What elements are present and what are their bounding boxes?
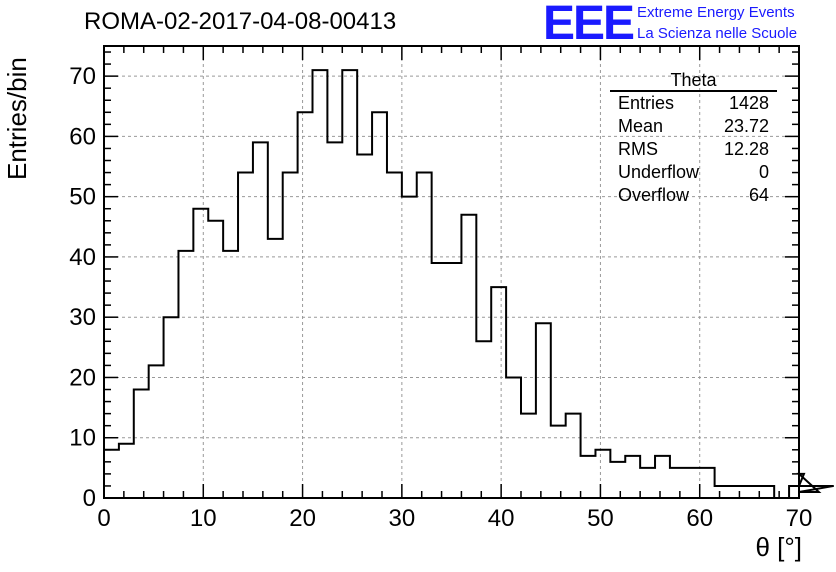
histogram-bin <box>581 456 596 498</box>
eee-logo: EEE <box>543 0 635 50</box>
x-tick-label: 50 <box>587 505 614 532</box>
stats-row-mean: Mean 23.72 <box>610 115 777 138</box>
chart-title: ROMA-02-2017-04-08-00413 <box>84 8 397 35</box>
stats-value: 23.72 <box>723 116 769 136</box>
x-axis-label: θ [°] <box>755 532 802 562</box>
histogram-bin <box>491 287 506 498</box>
histogram-bin <box>253 142 268 498</box>
histogram-bin <box>625 456 640 498</box>
histogram-bin <box>655 456 670 498</box>
histogram-bin <box>789 486 799 498</box>
histogram-bin <box>551 426 566 498</box>
stats-label: Mean <box>618 116 664 136</box>
histogram-bin <box>387 173 402 498</box>
histogram-bin <box>327 142 342 498</box>
histogram-bin <box>119 444 134 498</box>
histogram-bin <box>313 70 328 498</box>
histogram-bin <box>208 221 223 498</box>
y-tick-label: 70 <box>69 63 96 90</box>
stats-title: Theta <box>610 70 777 92</box>
histogram-bin <box>357 154 372 498</box>
stats-label: Overflow <box>618 185 690 205</box>
logo-subtitle-2: La Scienza nelle Scuole <box>637 25 798 42</box>
stats-value: 12.28 <box>723 139 769 159</box>
histogram-bin <box>670 468 685 498</box>
histogram-bin <box>506 377 521 498</box>
stats-row-rms: RMS 12.28 <box>610 138 777 161</box>
histogram-bin <box>223 251 238 498</box>
histogram-bin <box>566 414 581 498</box>
histogram-bin <box>595 450 610 498</box>
histogram-line <box>103 69 834 499</box>
histogram-bin <box>536 323 551 498</box>
histogram-bin <box>744 486 759 498</box>
x-tick-label: 70 <box>786 505 813 532</box>
histogram-bin <box>372 112 387 498</box>
histogram-bin <box>432 263 447 498</box>
histogram-bin <box>298 112 313 498</box>
histogram-bin <box>610 462 625 498</box>
logo-subtitle-1: Extreme Energy Events <box>637 4 795 21</box>
stats-row-entries: Entries 1428 <box>610 92 777 115</box>
stats-row-overflow: Overflow 64 <box>610 184 777 207</box>
histogram-bin <box>417 173 432 498</box>
plot-frame <box>103 45 800 499</box>
histogram-bin <box>447 263 462 498</box>
x-tick-label: 0 <box>97 505 110 532</box>
y-axis-label: Entries/bin <box>2 57 32 180</box>
histogram-bin <box>685 468 700 498</box>
stats-label: Entries <box>618 93 675 113</box>
histogram-bin <box>402 197 417 498</box>
stats-value: 0 <box>758 162 769 182</box>
histogram-bin <box>149 365 164 498</box>
x-tick-label: 10 <box>190 505 217 532</box>
histogram-bin <box>134 390 149 498</box>
stats-value: 64 <box>748 185 769 205</box>
histogram-bin <box>268 239 283 498</box>
stats-row-underflow: Underflow 0 <box>610 161 777 184</box>
histogram-bin <box>476 341 491 498</box>
histogram-bin <box>164 317 179 498</box>
histogram-bin <box>104 450 119 498</box>
y-tick-label: 20 <box>69 364 96 391</box>
histogram-bin <box>342 70 357 498</box>
stats-box: Theta Entries 1428 Mean 23.72 RMS 12.28 … <box>610 70 777 207</box>
x-tick-label: 30 <box>389 505 416 532</box>
y-tick-label: 50 <box>69 184 96 211</box>
y-tick-label: 10 <box>69 425 96 452</box>
y-tick-label: 60 <box>69 123 96 150</box>
x-tick-label: 20 <box>289 505 316 532</box>
y-tick-label: 40 <box>69 244 96 271</box>
stats-label: RMS <box>618 139 658 159</box>
histogram-bin <box>700 468 715 498</box>
x-tick-label: 40 <box>488 505 515 532</box>
y-tick-label: 0 <box>83 485 96 512</box>
histogram-bin <box>759 486 774 498</box>
y-tick-label: 30 <box>69 304 96 331</box>
histogram-bin <box>178 251 193 498</box>
histogram-bin <box>715 486 730 498</box>
histogram-bin <box>283 173 298 498</box>
stats-label: Underflow <box>618 162 700 182</box>
histogram-bin <box>461 215 476 498</box>
x-tick-label: 60 <box>686 505 713 532</box>
histogram-bin <box>640 468 655 498</box>
histogram-bin <box>238 173 253 498</box>
stats-value: 1428 <box>728 93 769 113</box>
histogram-bin <box>521 414 536 498</box>
histogram-bin <box>730 486 745 498</box>
histogram-bin <box>193 209 208 498</box>
